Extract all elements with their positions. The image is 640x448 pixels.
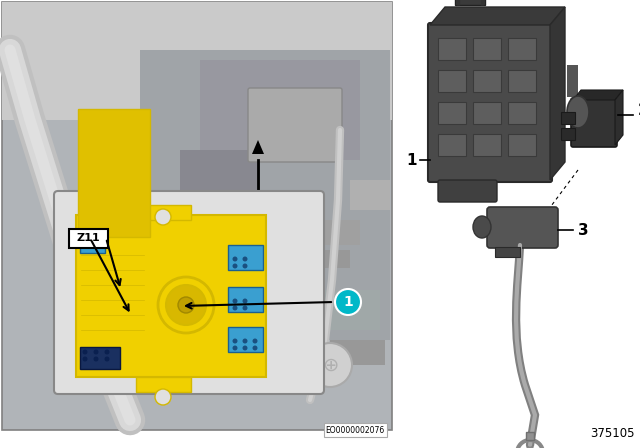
Circle shape: [243, 345, 248, 350]
Circle shape: [104, 357, 109, 362]
Text: ⊕: ⊕: [322, 356, 338, 375]
Bar: [438, 38, 466, 60]
Bar: [140, 50, 390, 340]
Circle shape: [232, 345, 237, 350]
Polygon shape: [615, 90, 623, 145]
Bar: [2, 2, 392, 430]
Circle shape: [158, 277, 214, 333]
Circle shape: [232, 306, 237, 310]
Polygon shape: [252, 140, 264, 154]
Circle shape: [243, 298, 248, 303]
Text: 1: 1: [407, 152, 417, 168]
Bar: [228, 245, 263, 270]
Text: Z11: Z11: [76, 233, 100, 243]
Bar: [180, 150, 260, 200]
Text: 2: 2: [637, 103, 640, 117]
Circle shape: [253, 345, 257, 350]
Circle shape: [83, 237, 88, 241]
Circle shape: [232, 257, 237, 262]
Bar: [455, 0, 485, 5]
FancyBboxPatch shape: [571, 98, 617, 147]
Circle shape: [83, 349, 88, 354]
Bar: [150, 230, 210, 248]
Bar: [438, 134, 466, 156]
Bar: [78, 109, 150, 237]
Bar: [228, 287, 263, 312]
Bar: [256, 211, 270, 222]
Circle shape: [232, 339, 237, 344]
Circle shape: [166, 285, 206, 325]
Circle shape: [308, 343, 352, 387]
Bar: [2, 2, 392, 120]
Text: turbo: turbo: [275, 374, 298, 383]
Bar: [320, 290, 380, 330]
Circle shape: [253, 339, 257, 344]
Bar: [473, 70, 501, 92]
Circle shape: [93, 357, 99, 362]
Bar: [526, 432, 534, 440]
Bar: [200, 60, 360, 160]
Bar: [508, 134, 536, 156]
Text: 1: 1: [343, 295, 353, 309]
Bar: [473, 38, 501, 60]
Bar: [408, 0, 640, 448]
FancyBboxPatch shape: [438, 180, 497, 202]
FancyBboxPatch shape: [54, 191, 324, 394]
Bar: [495, 247, 520, 257]
Ellipse shape: [567, 96, 589, 128]
Bar: [438, 102, 466, 124]
Polygon shape: [430, 7, 565, 25]
Circle shape: [243, 339, 248, 344]
Circle shape: [93, 349, 99, 354]
Circle shape: [95, 237, 99, 241]
Bar: [508, 102, 536, 124]
FancyBboxPatch shape: [487, 207, 558, 248]
FancyBboxPatch shape: [68, 228, 108, 247]
Circle shape: [155, 389, 171, 405]
Text: 3: 3: [578, 223, 588, 237]
Polygon shape: [550, 7, 565, 180]
Bar: [228, 327, 263, 352]
Circle shape: [83, 242, 88, 247]
FancyBboxPatch shape: [248, 88, 342, 162]
Bar: [200, 330, 280, 350]
FancyBboxPatch shape: [428, 23, 552, 182]
Bar: [473, 134, 501, 156]
Bar: [244, 211, 258, 222]
Bar: [290, 220, 360, 245]
Bar: [561, 112, 575, 124]
Bar: [136, 205, 191, 220]
Bar: [160, 300, 280, 330]
Circle shape: [155, 209, 171, 225]
Bar: [80, 233, 105, 253]
Circle shape: [243, 257, 248, 262]
Bar: [350, 180, 390, 210]
Bar: [330, 340, 385, 365]
Bar: [473, 102, 501, 124]
Bar: [438, 70, 466, 92]
Circle shape: [232, 298, 237, 303]
Circle shape: [104, 349, 109, 354]
Text: EO0000002076: EO0000002076: [326, 426, 385, 435]
Circle shape: [232, 263, 237, 268]
Circle shape: [95, 242, 99, 247]
Circle shape: [335, 289, 361, 315]
Bar: [508, 70, 536, 92]
Bar: [222, 192, 274, 230]
Circle shape: [243, 306, 248, 310]
Polygon shape: [573, 90, 623, 100]
Bar: [567, 65, 578, 97]
Circle shape: [243, 263, 248, 268]
Bar: [76, 215, 266, 377]
Bar: [155, 250, 195, 262]
Ellipse shape: [473, 216, 491, 238]
Bar: [561, 128, 575, 140]
Bar: [80, 347, 120, 369]
Text: 375105: 375105: [591, 427, 635, 440]
Bar: [300, 250, 350, 268]
Bar: [136, 377, 191, 392]
Circle shape: [178, 297, 194, 313]
Circle shape: [83, 357, 88, 362]
Bar: [508, 38, 536, 60]
